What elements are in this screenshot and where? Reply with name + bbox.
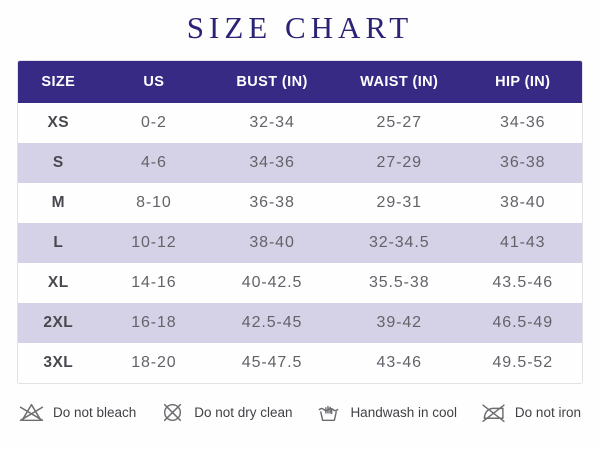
size-cell: XL bbox=[47, 274, 69, 291]
column-header: US bbox=[98, 61, 210, 103]
value-cell: 34-36 bbox=[249, 154, 295, 171]
care-item: Do not dry clean bbox=[160, 400, 293, 425]
care-item: Handwash in cool bbox=[316, 400, 457, 425]
do-not-bleach-icon bbox=[19, 400, 44, 425]
care-label: Do not iron bbox=[514, 405, 581, 420]
value-cell: 25-27 bbox=[376, 114, 422, 131]
value-cell: 45-47.5 bbox=[241, 354, 303, 371]
do-not-dry-clean-icon bbox=[160, 400, 185, 425]
care-label: Do not bleach bbox=[53, 405, 137, 420]
value-cell: 34-36 bbox=[500, 114, 546, 131]
value-cell: 14-16 bbox=[131, 274, 177, 291]
table-row: L 10-12 38-40 32-34.5 41-43 bbox=[18, 223, 582, 263]
size-table-container: SIZE US BUST (IN) WAIST (IN) HIP (IN) XS 0-2 3… bbox=[17, 60, 583, 384]
table-row: 3XL 18-20 45-47.5 43-46 49.5-52 bbox=[18, 343, 582, 383]
value-cell: 4-6 bbox=[140, 154, 167, 171]
handwash-icon bbox=[316, 400, 341, 425]
column-header: BUST (IN) bbox=[209, 61, 335, 103]
value-cell: 18-20 bbox=[131, 354, 177, 371]
care-label: Handwash in cool bbox=[350, 405, 458, 420]
value-cell: 38-40 bbox=[249, 234, 295, 251]
size-table: SIZE US BUST (IN) WAIST (IN) HIP (IN) XS 0-2 3… bbox=[18, 61, 582, 383]
value-cell: 0-2 bbox=[140, 114, 167, 131]
table-row: 2XL 16-18 42.5-45 39-42 46.5-49 bbox=[18, 303, 582, 343]
size-cell: 2XL bbox=[43, 314, 74, 331]
size-cell: L bbox=[53, 234, 64, 251]
value-cell: 8-10 bbox=[136, 194, 172, 211]
value-cell: 41-43 bbox=[500, 234, 546, 251]
value-cell: 36-38 bbox=[249, 194, 295, 211]
value-cell: 16-18 bbox=[131, 314, 177, 331]
do-not-iron-icon bbox=[481, 400, 506, 425]
table-row: S 4-6 34-36 27-29 36-38 bbox=[18, 143, 582, 183]
value-cell: 35.5-38 bbox=[368, 274, 430, 291]
page-title: SIZE CHART bbox=[186, 10, 414, 45]
value-cell: 38-40 bbox=[500, 194, 546, 211]
value-cell: 36-38 bbox=[500, 154, 546, 171]
table-header-row: SIZE US BUST (IN) WAIST (IN) HIP (IN) bbox=[18, 61, 582, 103]
value-cell: 49.5-52 bbox=[492, 354, 554, 371]
care-item: Do not bleach bbox=[19, 400, 136, 425]
size-table-body: XS 0-2 32-34 25-27 34-36 S 4-6 34-36 27-29 36-38 M… bbox=[18, 103, 582, 383]
value-cell: 42.5-45 bbox=[241, 314, 303, 331]
value-cell: 43-46 bbox=[376, 354, 422, 371]
size-cell: XS bbox=[47, 114, 70, 131]
care-label: Do not dry clean bbox=[194, 405, 293, 420]
value-cell: 27-29 bbox=[376, 154, 422, 171]
table-row: XS 0-2 32-34 25-27 34-36 bbox=[18, 103, 582, 143]
value-cell: 32-34.5 bbox=[368, 234, 430, 251]
column-header: HIP (IN) bbox=[463, 61, 582, 103]
care-item: Do not iron bbox=[481, 400, 581, 425]
value-cell: 32-34 bbox=[249, 114, 295, 131]
table-row: XL 14-16 40-42.5 35.5-38 43.5-46 bbox=[18, 263, 582, 303]
column-header: SIZE bbox=[18, 61, 99, 103]
value-cell: 10-12 bbox=[131, 234, 177, 251]
value-cell: 40-42.5 bbox=[241, 274, 303, 291]
size-cell: M bbox=[51, 194, 66, 211]
value-cell: 43.5-46 bbox=[492, 274, 554, 291]
table-row: M 8-10 36-38 29-31 38-40 bbox=[18, 183, 582, 223]
size-cell: 3XL bbox=[43, 354, 74, 371]
care-row: Do not bleach Do not dry clean Handwash in… bbox=[19, 400, 581, 425]
value-cell: 29-31 bbox=[376, 194, 422, 211]
size-cell: S bbox=[52, 154, 64, 171]
value-cell: 46.5-49 bbox=[492, 314, 554, 331]
column-header: WAIST (IN) bbox=[334, 61, 464, 103]
value-cell: 39-42 bbox=[376, 314, 422, 331]
